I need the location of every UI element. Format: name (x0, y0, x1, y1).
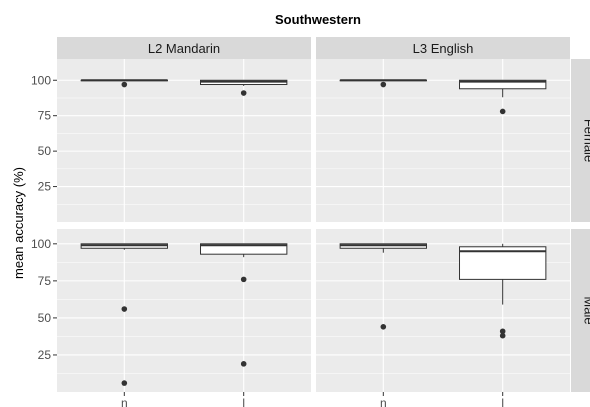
box-l (200, 243, 288, 367)
box-l (459, 79, 547, 115)
column-strip (57, 37, 311, 59)
outlier-point (499, 108, 506, 115)
outlier-point (240, 276, 247, 283)
box-n (339, 79, 427, 88)
row-strip-label: Female (582, 119, 590, 162)
y-axis-title: mean accuracy (%) (11, 167, 26, 279)
outlier-point (240, 90, 247, 96)
panel-background (57, 229, 311, 392)
box-iqr (459, 79, 547, 90)
outlier-point (240, 361, 247, 367)
x-tick-label: n (380, 396, 387, 407)
row-strip (571, 229, 590, 392)
box-iqr (200, 243, 288, 255)
panels (57, 59, 570, 392)
y-tick-label: 75 (38, 274, 52, 288)
x-tick-label: l (501, 396, 504, 407)
outlier-point (380, 324, 387, 330)
facet-panel (57, 59, 311, 222)
column-strip-label: L2 Mandarin (148, 41, 220, 56)
row-strips: Female Male (571, 59, 590, 392)
chart-title: Southwestern (275, 12, 361, 27)
y-tick-label: 100 (31, 237, 51, 251)
facet-panel (316, 59, 570, 222)
x-tick-label: n (121, 396, 128, 407)
outlier-point (121, 306, 128, 312)
column-strip (316, 37, 570, 59)
outlier-point (121, 81, 128, 88)
outlier-point (499, 328, 506, 335)
box-n (339, 243, 427, 330)
box-n (80, 79, 168, 88)
y-tick-label: 25 (38, 348, 52, 362)
x-tick-label: l (242, 396, 245, 407)
box-n (80, 243, 168, 386)
y-axis-ticks: 25 50 75 100 25 50 75 100 (31, 73, 57, 362)
box-l (200, 79, 288, 96)
outlier-point (499, 332, 506, 339)
y-tick-label: 25 (38, 180, 52, 194)
row-strip (571, 59, 590, 222)
y-tick-label: 50 (38, 144, 52, 158)
outlier-point (380, 81, 387, 88)
y-tick-label: 50 (38, 311, 52, 325)
facet-panel (316, 229, 570, 392)
row-strip-label: Male (582, 296, 590, 324)
column-strip-label: L3 English (413, 41, 474, 56)
outlier-point (121, 380, 128, 386)
box-l (459, 243, 547, 339)
column-strips: L2 Mandarin L3 English (57, 37, 570, 59)
panel-background (57, 59, 311, 222)
y-tick-label: 75 (38, 109, 52, 123)
y-tick-label: 100 (31, 73, 51, 87)
facet-panel (57, 229, 311, 392)
